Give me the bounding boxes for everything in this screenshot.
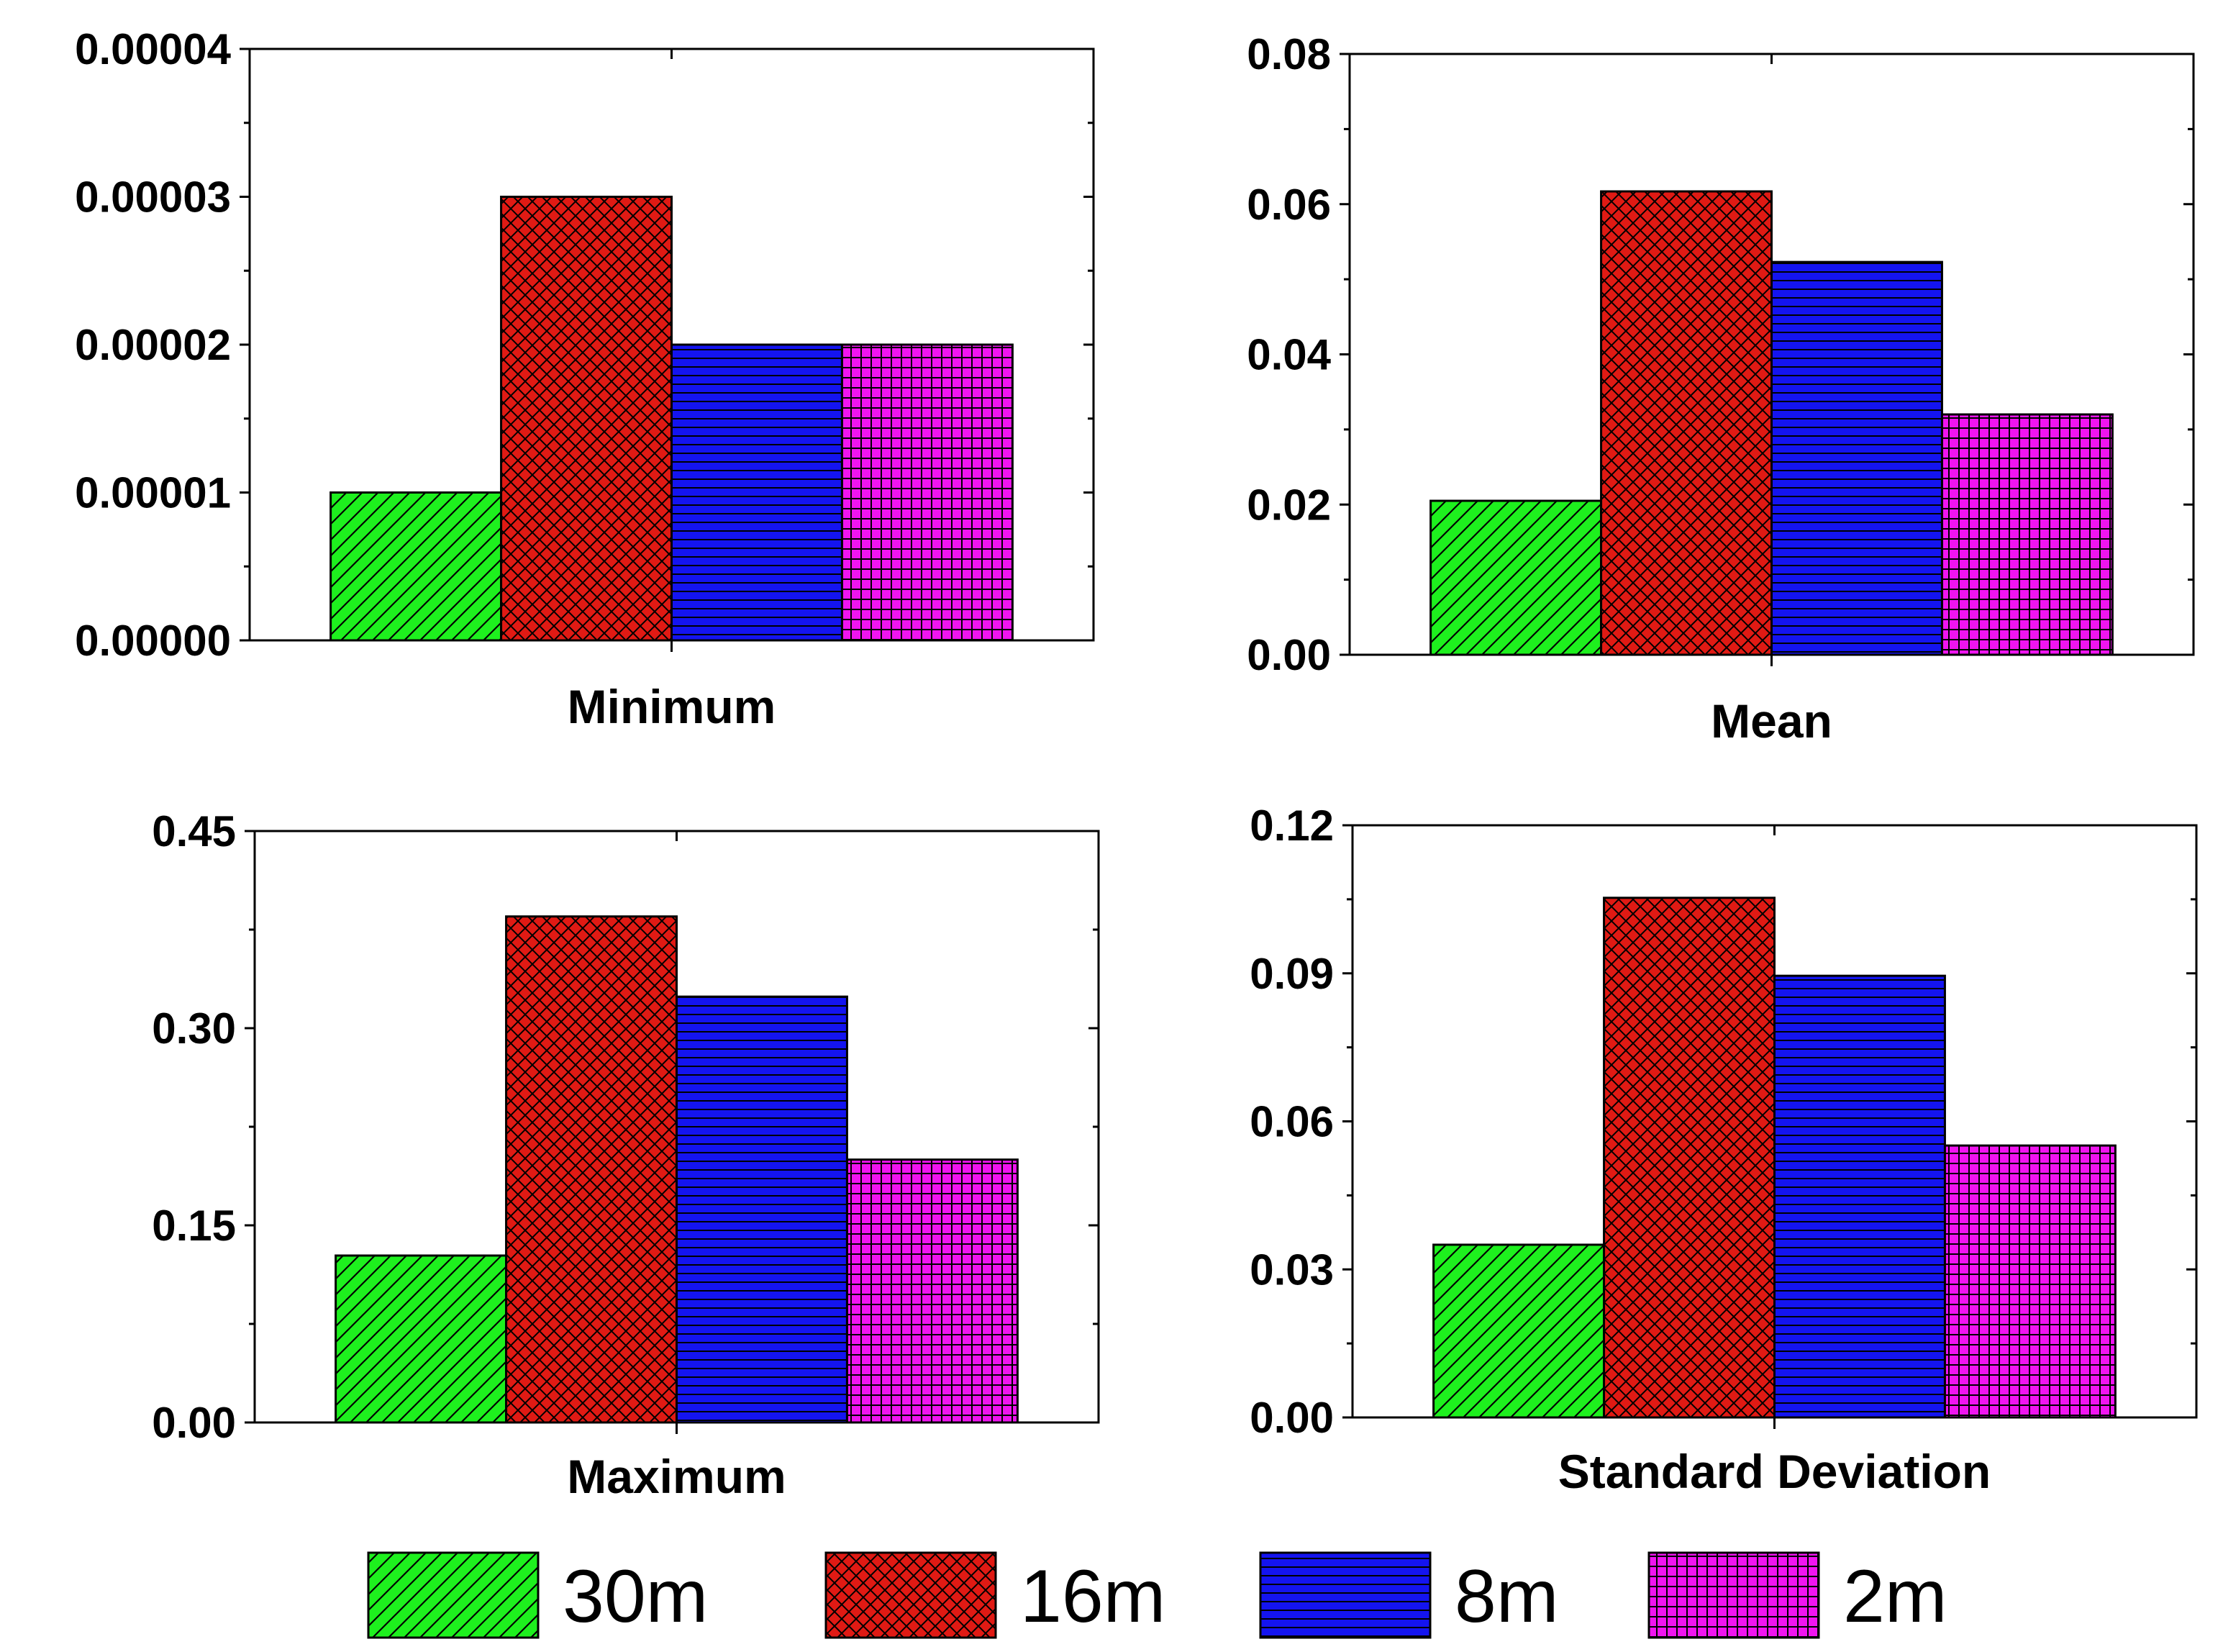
ytick-label: 0.03 xyxy=(1250,1245,1334,1294)
xlabel-minimum: Minimum xyxy=(568,680,776,733)
ytick-label: 0.15 xyxy=(152,1202,236,1250)
legend-label-30m: 30m xyxy=(563,1555,708,1638)
xlabel-standard-deviation: Standard Deviation xyxy=(1558,1445,1991,1498)
legend: 30m 16m 8m 2m xyxy=(367,1551,1947,1639)
legend-label-16m: 16m xyxy=(1020,1555,1165,1638)
ytick-label: 0.00001 xyxy=(75,469,231,517)
ytick-label: 0.06 xyxy=(1247,181,1331,229)
bar-standard-deviation-2m xyxy=(1943,1144,2117,1419)
legend-swatch-8m xyxy=(1259,1551,1432,1639)
bar-maximum-16m xyxy=(505,915,678,1424)
ytick-label: 0.00000 xyxy=(75,617,231,665)
bar-maximum-8m xyxy=(676,995,848,1424)
bar-minimum-2m xyxy=(840,343,1014,642)
bar-standard-deviation-30m xyxy=(1432,1243,1606,1419)
ytick-label: 0.02 xyxy=(1247,481,1331,529)
panel-minimum: 0.00000 0.00001 0.00002 0.00003 0.00004 Minim… xyxy=(75,25,1095,733)
bar-mean-16m xyxy=(1600,190,1773,656)
panel-standard-deviation: 0.00 0.03 0.06 0.09 0.12 Standard Deviation xyxy=(1250,802,2198,1498)
ytick-label: 0.45 xyxy=(152,807,236,856)
bar-minimum-8m xyxy=(670,343,843,642)
ytick-label: 0.09 xyxy=(1250,950,1334,998)
ytick-label: 0.06 xyxy=(1250,1098,1334,1146)
ytick-label: 0.30 xyxy=(152,1004,236,1053)
legend-label-2m: 2m xyxy=(1843,1555,1947,1638)
ytick-label: 0.00 xyxy=(152,1399,236,1447)
panel-maximum: 0.00 0.15 0.30 0.45 Maximum xyxy=(152,807,1100,1503)
bar-mean-2m xyxy=(1940,413,2114,656)
bar-maximum-2m xyxy=(845,1158,1019,1424)
bar-maximum-30m xyxy=(335,1254,508,1424)
ytick-label: 0.00 xyxy=(1250,1394,1334,1442)
bar-minimum-16m xyxy=(500,196,673,642)
xlabel-maximum: Maximum xyxy=(567,1450,786,1503)
ytick-label: 0.00 xyxy=(1247,631,1331,679)
panel-mean: 0.00 0.02 0.04 0.06 0.08 Mean xyxy=(1247,30,2195,748)
legend-swatch-2m xyxy=(1647,1551,1820,1639)
bar-standard-deviation-8m xyxy=(1773,974,1946,1419)
ytick-label: 0.00002 xyxy=(75,321,231,369)
bar-mean-30m xyxy=(1429,499,1603,656)
bar-mean-8m xyxy=(1770,260,1943,656)
ytick-label: 0.08 xyxy=(1247,30,1331,78)
ytick-label: 0.04 xyxy=(1247,331,1331,379)
legend-swatch-16m xyxy=(824,1551,997,1639)
ytick-label: 0.12 xyxy=(1250,802,1334,850)
xlabel-mean: Mean xyxy=(1711,694,1832,748)
legend-label-8m: 8m xyxy=(1455,1555,1558,1638)
legend-swatch-30m xyxy=(367,1551,540,1639)
ytick-label: 0.00004 xyxy=(75,25,232,73)
bar-standard-deviation-16m xyxy=(1603,897,1776,1419)
ytick-label: 0.00003 xyxy=(75,173,231,222)
bar-minimum-30m xyxy=(329,491,503,642)
